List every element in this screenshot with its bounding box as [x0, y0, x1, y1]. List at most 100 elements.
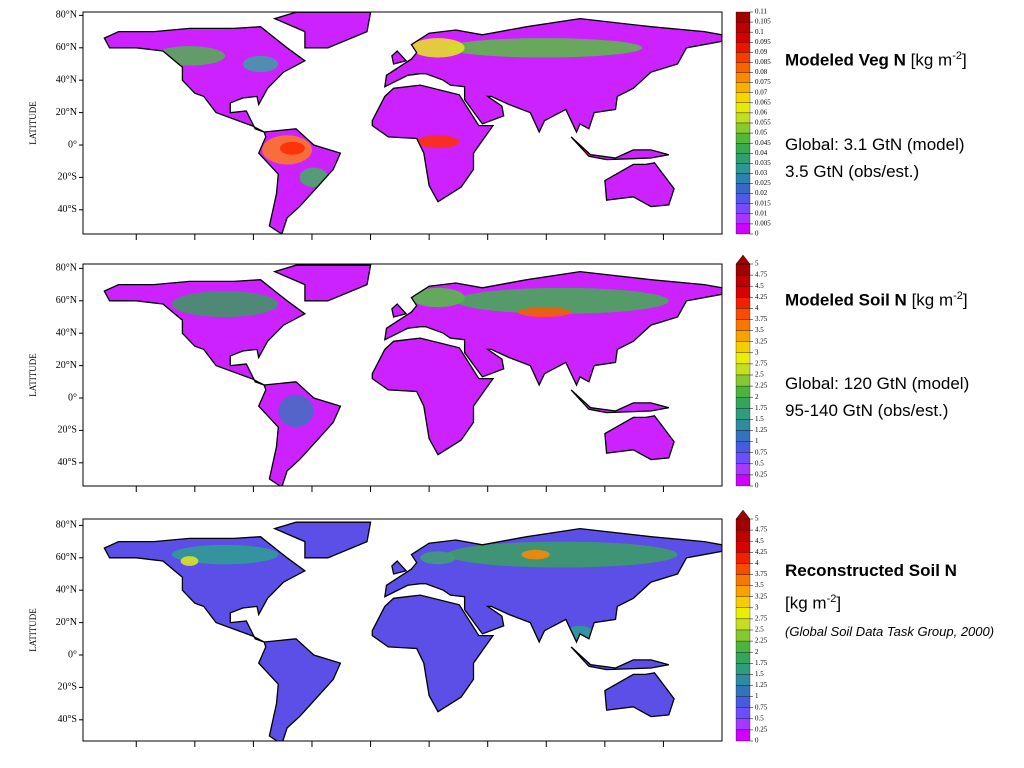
map-panel: 80°N 60°N 40°N 20°N 0° 20°S 40°S LATITUDE 5 4.75 4… — [28, 254, 768, 492]
colorbar-segment — [735, 223, 751, 235]
land-patches — [171, 287, 669, 428]
note: Global: 120 GtN (model) — [785, 374, 970, 393]
colorbar-label: 1 — [755, 692, 759, 700]
panel-title: Modeled Veg N [kg m-2] — [785, 50, 1020, 71]
coastline — [371, 337, 495, 456]
colorbar-label: 1.5 — [755, 415, 764, 423]
colorbar-segment — [735, 11, 751, 23]
colorbar-arrow — [735, 509, 751, 520]
colorbar-segment — [735, 153, 751, 164]
colorbar-segment — [735, 707, 751, 719]
colorbar-label: 1.75 — [755, 659, 768, 667]
colorbar-label: 4 — [755, 304, 759, 312]
colorbar-segment — [735, 640, 751, 653]
colorbar-segment — [735, 286, 751, 298]
units: ] — [962, 50, 967, 70]
colorbar-label: 2.75 — [755, 360, 768, 368]
colorbar-label: 0.05 — [755, 129, 768, 137]
land — [372, 338, 493, 455]
notes: Global: 3.1 GtN (model) 3.5 GtN (obs/est… — [785, 131, 1020, 185]
units: ] — [836, 593, 842, 613]
colorbar-label: 0.11 — [755, 8, 767, 16]
land — [274, 522, 371, 558]
colorbar-segment — [735, 585, 751, 597]
coastline — [371, 84, 495, 203]
land — [604, 672, 675, 717]
colorbar-segment — [735, 92, 751, 103]
colorbar-segment — [735, 463, 751, 476]
colorbar-segment — [735, 474, 751, 487]
colorbar-label: 3.25 — [755, 337, 768, 345]
y-tick-label: 80°N — [56, 263, 77, 274]
colorbar-segment — [735, 42, 751, 53]
colorbar-segment — [735, 596, 751, 608]
colorbar-label: 0.02 — [755, 189, 768, 197]
y-axis-label: LATITUDE — [28, 608, 38, 652]
colorbar-label: 4 — [755, 559, 759, 567]
y-tick-label: 60°N — [56, 42, 77, 53]
land — [372, 595, 493, 712]
colorbar-segment — [735, 629, 751, 642]
colorbar-segment — [735, 574, 751, 586]
colorbar-segment — [735, 112, 751, 124]
map — [103, 12, 722, 234]
y-tick-label: 20°S — [57, 172, 77, 183]
colorbar-segment — [735, 419, 751, 431]
colorbar-label: 0.085 — [755, 58, 771, 66]
y-tick-label: 20°N — [56, 107, 77, 118]
colorbar-label: 0 — [755, 230, 759, 238]
panel-title: Reconstructed Soil N [kg m-2] — [785, 557, 1020, 618]
coastline — [391, 303, 408, 318]
patch — [567, 398, 611, 408]
coastline — [103, 26, 307, 133]
land — [274, 12, 371, 48]
land — [571, 646, 669, 670]
colorbar-segment — [735, 452, 751, 464]
land — [571, 389, 669, 413]
colorbar-segment — [735, 32, 751, 43]
y-tick-label: 40°N — [56, 584, 77, 595]
colorbar-label: 0.75 — [755, 448, 768, 456]
colorbar-label: 3.75 — [755, 315, 768, 323]
colorbar-segment — [735, 541, 751, 553]
colorbar-segment — [735, 21, 751, 33]
y-axis-label: LATITUDE — [28, 353, 38, 397]
units: [kg m — [910, 50, 953, 70]
land — [104, 26, 305, 133]
colorbar-label: 0 — [755, 482, 759, 490]
colorbar-label: 0.1 — [755, 28, 764, 36]
land — [604, 162, 675, 207]
colorbar-label: 3.25 — [755, 592, 768, 600]
land — [391, 304, 407, 317]
colorbar-label: 4.75 — [755, 271, 768, 279]
patch — [562, 625, 598, 652]
colorbar-segment — [735, 563, 751, 575]
patch — [180, 556, 199, 566]
colorbar-segment — [735, 430, 751, 442]
y-tick-label: 20°N — [56, 360, 77, 371]
colorbar-label: 0.095 — [755, 38, 771, 46]
coastline — [383, 527, 722, 644]
y-tick-label: 80°N — [56, 520, 77, 531]
coastline — [257, 128, 342, 234]
coastline — [257, 638, 342, 741]
colorbar-segment — [735, 173, 751, 184]
colorbar-label: 2 — [755, 648, 759, 656]
units: [kg m — [785, 593, 827, 613]
colorbar-arrow — [735, 254, 751, 265]
colorbar-label: 0.015 — [755, 199, 771, 207]
y-tick-label: 80°N — [56, 10, 77, 21]
land-patches — [171, 541, 678, 652]
note: (Global Soil Data Task Group, 2000) — [785, 624, 995, 639]
colorbar-segment — [735, 341, 751, 353]
coastline — [604, 672, 675, 718]
y-tick-label: 40°N — [56, 327, 77, 338]
colorbar-label: 5 — [755, 515, 759, 523]
land-patches — [154, 38, 643, 188]
y-tick-label: 40°S — [57, 457, 77, 468]
land — [391, 51, 407, 64]
patch — [581, 143, 632, 157]
colorbar-label: 0.005 — [755, 220, 771, 228]
colorbar-label: 0 — [755, 737, 759, 745]
